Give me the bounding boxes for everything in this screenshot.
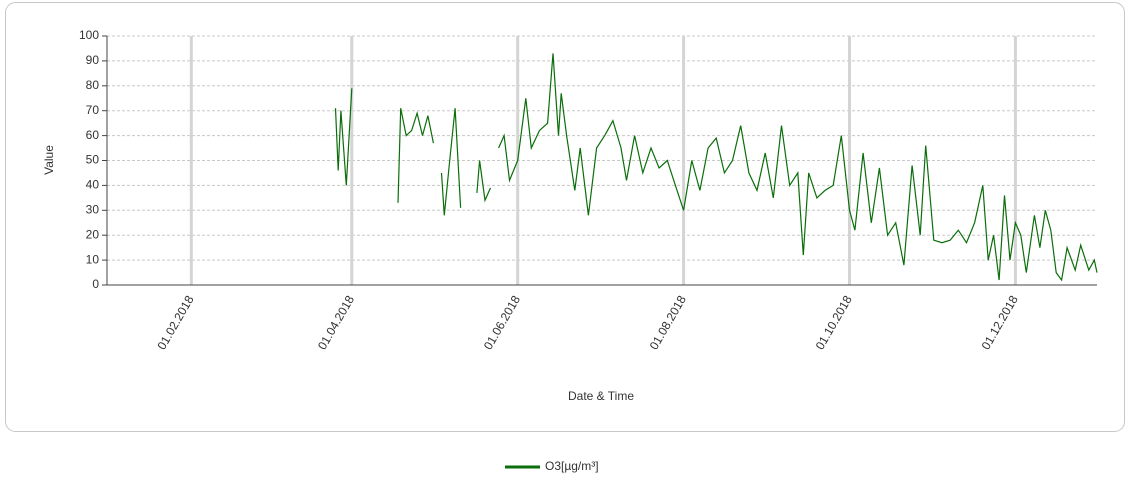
y-tick-label: 10 xyxy=(86,252,100,266)
y-tick-label: 0 xyxy=(92,277,99,291)
y-tick-label: 20 xyxy=(86,227,100,241)
y-tick-label: 90 xyxy=(86,53,100,67)
y-tick-label: 30 xyxy=(86,202,100,216)
x-axis-label: Date & Time xyxy=(568,389,634,403)
y-tick-label: 40 xyxy=(86,178,100,192)
y-tick-label: 50 xyxy=(86,153,100,167)
chart-frame xyxy=(5,2,1125,432)
data-line xyxy=(334,53,1098,282)
y-tick-label: 100 xyxy=(79,28,99,42)
y-tick-label: 80 xyxy=(86,78,100,92)
y-tick-label: 60 xyxy=(86,128,100,142)
y-axis-label: Value xyxy=(42,145,56,175)
legend-label: O3[µg/m³] xyxy=(545,459,599,473)
y-tick-label: 70 xyxy=(86,103,100,117)
